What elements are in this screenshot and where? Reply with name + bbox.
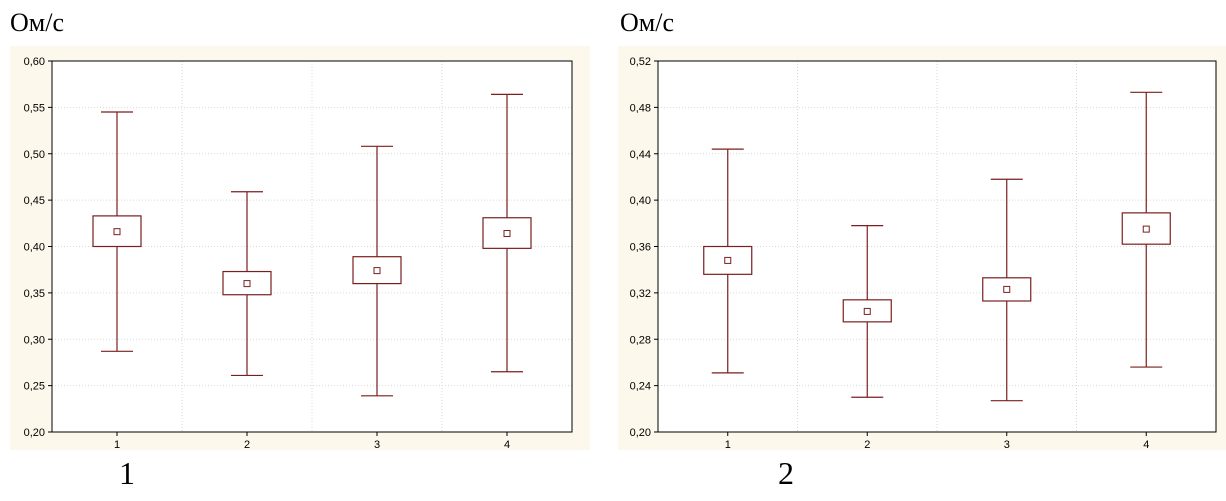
x-tick-label: 1 — [114, 439, 120, 451]
y-tick-label: 0,25 — [24, 381, 45, 393]
chart-panel-2: Ом/с 0,20 0,24 0,28 0,32 0,36 0,40 0,44 0,48 0,5… — [610, 0, 1226, 501]
box-group-1 — [92, 111, 142, 352]
mean-marker — [1142, 225, 1150, 233]
y-tick-label: 0,48 — [630, 102, 651, 114]
box-plot-2: 0,20 0,24 0,28 0,32 0,36 0,40 0,44 0,48 0,52 1 2 3 4 — [618, 46, 1226, 451]
y-tick-label: 0,52 — [630, 56, 651, 68]
y-tick-label: 0,50 — [24, 149, 45, 161]
y-tick-label: 0,36 — [630, 242, 651, 254]
box-group-4 — [1121, 91, 1171, 368]
box-plot-1: 0,20 0,25 0,30 0,35 0,40 0,45 0,50 0,55 0,60 1 2 3 4 — [10, 46, 590, 451]
y-tick-label: 0,40 — [630, 195, 651, 207]
box-group-1 — [703, 148, 753, 374]
x-tick-label: 2 — [244, 439, 250, 451]
y-tick-label: 0,20 — [630, 427, 651, 439]
chart-panel-1: Ом/с 0,20 0,25 0,30 0,35 0,40 0,45 0,50 0,55 0,6… — [0, 0, 600, 501]
y-tick-label: 0,35 — [24, 288, 45, 300]
box-group-4 — [482, 93, 532, 373]
box-group-2 — [222, 191, 272, 377]
y-tick-label: 0,28 — [630, 334, 651, 346]
box — [1121, 212, 1171, 245]
x-tick-label: 1 — [725, 439, 731, 451]
y-unit-label: Ом/с — [10, 8, 64, 37]
mean-marker — [113, 228, 121, 236]
mean-marker — [724, 256, 732, 264]
mean-marker — [243, 280, 251, 288]
x-tick-label: 3 — [1004, 439, 1010, 451]
box-group-2 — [842, 225, 892, 398]
y-tick-label: 0,20 — [24, 427, 45, 439]
mean-marker — [863, 307, 871, 315]
mean-marker — [1003, 285, 1011, 293]
mean-marker — [373, 267, 381, 275]
x-tick-label: 2 — [864, 439, 870, 451]
x-tick-label: 4 — [504, 439, 510, 451]
y-tick-label: 0,44 — [630, 149, 651, 161]
y-tick-label: 0,40 — [24, 242, 45, 254]
y-tick-label: 0,60 — [24, 56, 45, 68]
box-group-3 — [352, 145, 402, 397]
panel-number: 1 — [119, 455, 135, 491]
box-group-3 — [982, 178, 1032, 402]
y-tick-label: 0,24 — [630, 381, 651, 393]
x-tick-label: 4 — [1143, 439, 1149, 451]
x-tick-label: 3 — [374, 439, 380, 451]
y-tick-label: 0,55 — [24, 102, 45, 114]
y-tick-label: 0,45 — [24, 195, 45, 207]
box — [703, 245, 753, 275]
mean-marker — [503, 230, 511, 238]
y-tick-label: 0,32 — [630, 288, 651, 300]
y-tick-label: 0,30 — [24, 334, 45, 346]
panel-number: 2 — [778, 455, 794, 491]
y-unit-label: Ом/с — [620, 8, 674, 37]
